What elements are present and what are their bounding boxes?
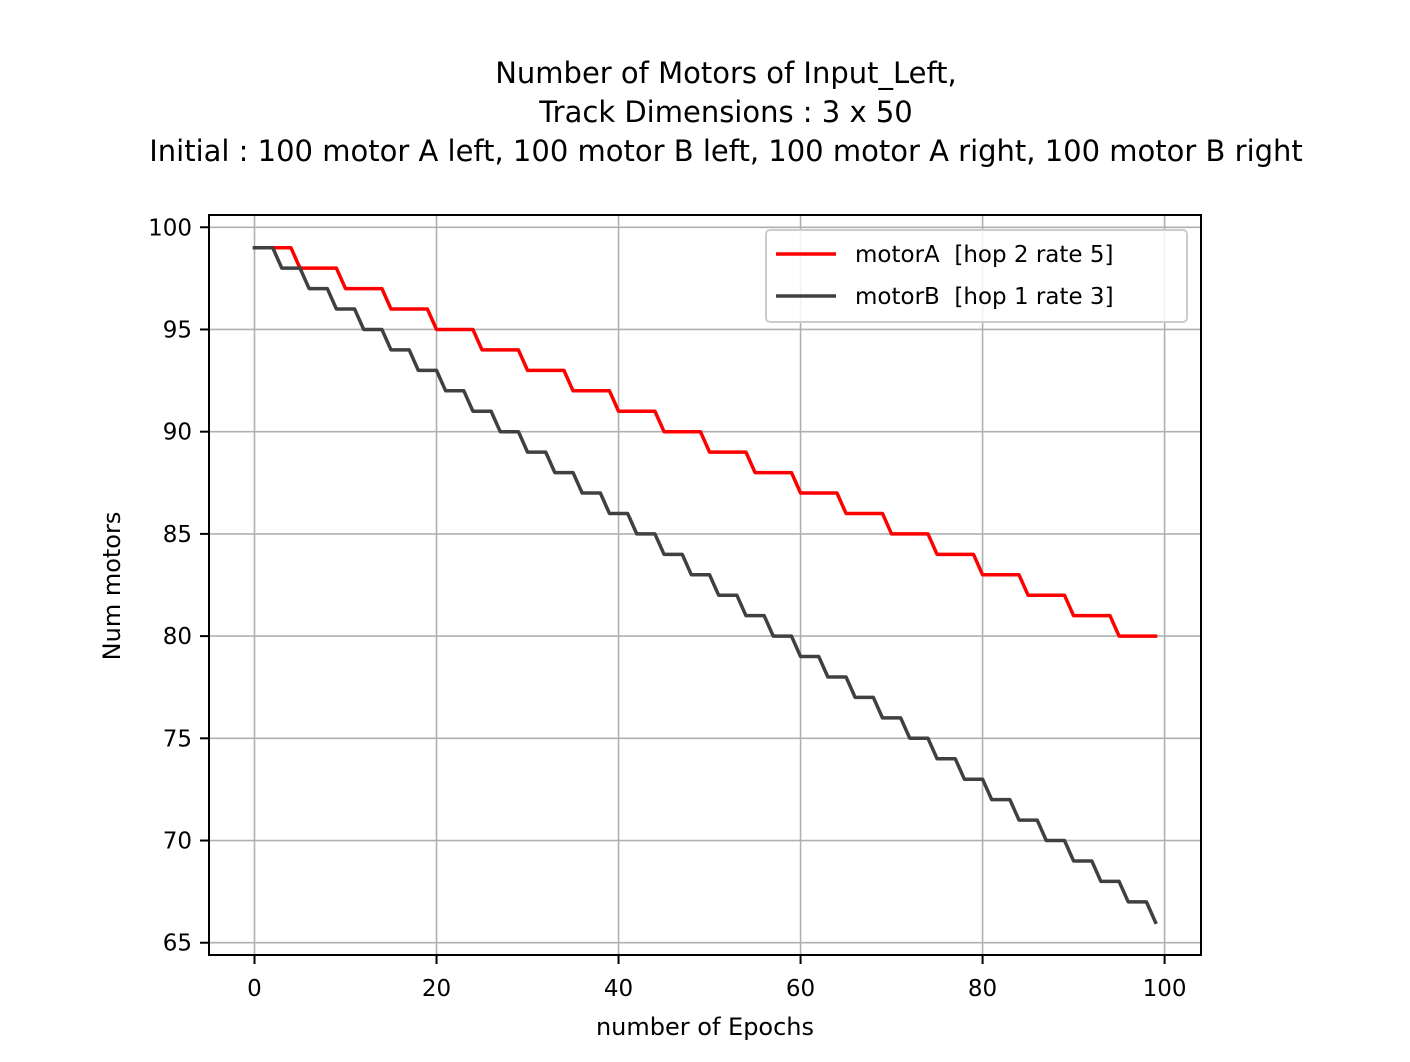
y-tick-label: 75 [163, 726, 192, 752]
y-tick-label: 100 [148, 215, 192, 241]
legend-label-motor-a: motorA [hop 2 rate 5] [855, 242, 1114, 268]
y-axis-label: Num motors [98, 512, 126, 661]
chart-title-line-3: Initial : 100 motor A left, 100 motor B … [149, 134, 1303, 168]
series-line-motor-a [252, 245, 1158, 638]
series-lines [252, 245, 1158, 925]
x-tick-label: 100 [1143, 976, 1187, 1002]
x-tick-label: 0 [247, 976, 262, 1002]
y-tick-label: 95 [163, 317, 192, 343]
chart-title-line-2: Track Dimensions : 3 x 50 [538, 95, 913, 129]
legend: motorA [hop 2 rate 5] motorB [hop 1 rate… [765, 229, 1188, 323]
x-tick-label: 20 [422, 976, 451, 1002]
series-line-motor-b [252, 245, 1158, 925]
x-tick-label: 40 [604, 976, 633, 1002]
grid-lines [209, 215, 1201, 955]
y-tick-label: 85 [163, 522, 192, 548]
x-tick-label: 80 [968, 976, 997, 1002]
y-tick-label: 90 [163, 420, 192, 446]
legend-box [765, 229, 1188, 323]
chart-title-line-1: Number of Motors of Input_Left, [495, 56, 957, 90]
plot-area-frame [208, 214, 1202, 956]
legend-label-motor-b: motorB [hop 1 rate 3] [855, 284, 1114, 310]
x-tick-label: 60 [786, 976, 815, 1002]
y-tick-label: 65 [163, 931, 192, 957]
x-axis-label: number of Epochs [596, 1013, 814, 1041]
y-tick-label: 80 [163, 624, 192, 650]
axis-ticks: 0 20 40 60 80 100 65 70 75 80 85 90 95 100 [148, 215, 1186, 1002]
y-tick-label: 70 [163, 829, 192, 855]
